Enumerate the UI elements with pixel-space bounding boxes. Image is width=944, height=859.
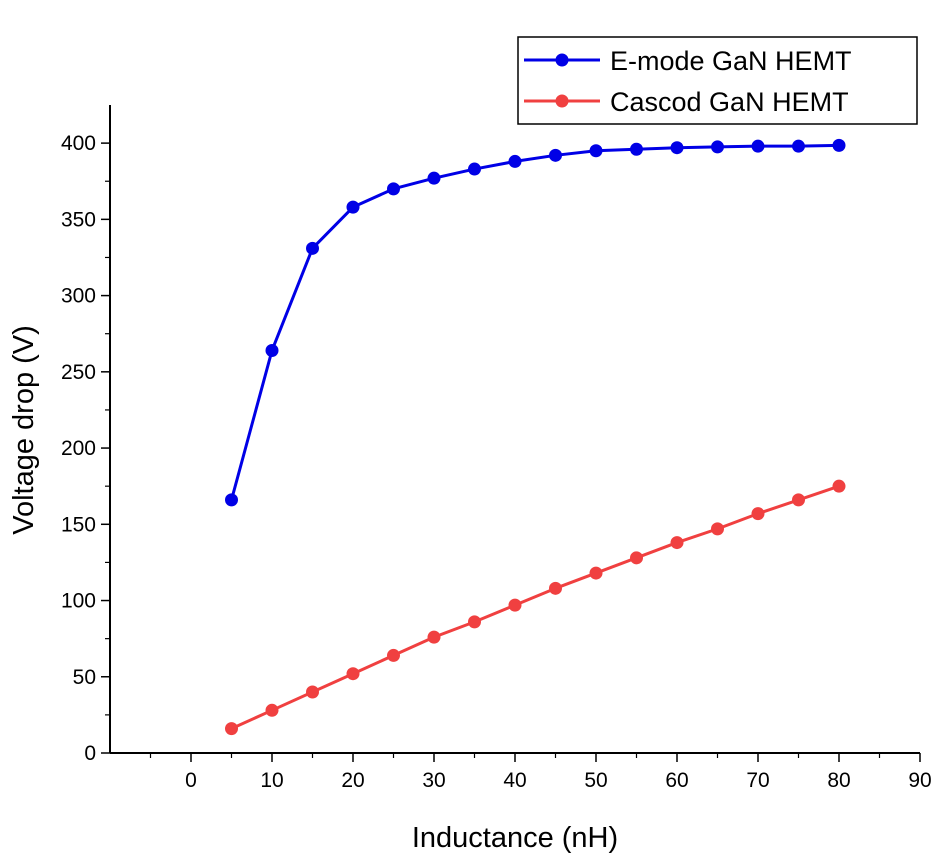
data-point bbox=[549, 149, 562, 162]
data-point bbox=[671, 141, 684, 154]
data-point bbox=[630, 143, 643, 156]
y-tick-label: 200 bbox=[61, 437, 96, 460]
data-point bbox=[387, 182, 400, 195]
y-tick-label: 50 bbox=[73, 666, 96, 689]
data-point bbox=[833, 480, 846, 493]
line-chart: 0 10 20 30 40 50 60 70 80 90 0 50 100 150 200 250 300 350… bbox=[0, 0, 944, 859]
x-tick-label: 40 bbox=[503, 769, 526, 792]
data-point bbox=[468, 615, 481, 628]
data-point bbox=[509, 155, 522, 168]
y-tick-label: 0 bbox=[84, 742, 96, 765]
data-point bbox=[428, 172, 441, 185]
y-tick-label: 150 bbox=[61, 513, 96, 536]
x-tick-label: 60 bbox=[665, 769, 688, 792]
data-point bbox=[549, 582, 562, 595]
data-point bbox=[590, 144, 603, 157]
legend-label-cascod: Cascod GaN HEMT bbox=[610, 87, 849, 117]
data-point bbox=[387, 649, 400, 662]
y-tick-label: 250 bbox=[61, 361, 96, 384]
data-point bbox=[833, 139, 846, 152]
series-layer bbox=[225, 139, 846, 735]
data-point bbox=[347, 201, 360, 214]
data-point bbox=[752, 140, 765, 153]
y-tick-label: 400 bbox=[61, 132, 96, 155]
data-point bbox=[752, 507, 765, 520]
legend-marker-cascod bbox=[556, 95, 569, 108]
legend-marker-e-mode bbox=[556, 54, 569, 67]
data-point bbox=[266, 344, 279, 357]
data-point bbox=[306, 686, 319, 699]
data-point bbox=[590, 567, 603, 580]
legend-label-e-mode: E-mode GaN HEMT bbox=[610, 46, 852, 76]
data-point bbox=[347, 667, 360, 680]
data-point bbox=[630, 551, 643, 564]
data-point bbox=[266, 704, 279, 717]
y-tick-label: 100 bbox=[61, 590, 96, 613]
data-point bbox=[428, 631, 441, 644]
series-line-0 bbox=[232, 145, 840, 499]
x-axis-title: Inductance (nH) bbox=[412, 822, 618, 854]
data-point bbox=[225, 722, 238, 735]
data-point bbox=[468, 163, 481, 176]
x-tick-label: 90 bbox=[908, 769, 931, 792]
y-tick-label: 300 bbox=[61, 285, 96, 308]
data-point bbox=[792, 140, 805, 153]
x-tick-label: 0 bbox=[185, 769, 197, 792]
data-point bbox=[306, 242, 319, 255]
data-point bbox=[711, 140, 724, 153]
data-point bbox=[509, 599, 522, 612]
x-tick-label: 30 bbox=[422, 769, 445, 792]
y-axis-title: Voltage drop (V) bbox=[8, 325, 40, 535]
data-point bbox=[671, 536, 684, 549]
x-tick-label: 80 bbox=[827, 769, 850, 792]
legend: E-mode GaN HEMT Cascod GaN HEMT bbox=[518, 37, 917, 124]
x-tick-label: 70 bbox=[746, 769, 769, 792]
x-tick-label: 20 bbox=[341, 769, 364, 792]
y-tick-label: 350 bbox=[61, 208, 96, 231]
x-tick-label: 10 bbox=[260, 769, 283, 792]
series-line-1 bbox=[232, 486, 840, 728]
data-point bbox=[711, 522, 724, 535]
x-tick-label: 50 bbox=[584, 769, 607, 792]
data-point bbox=[225, 493, 238, 506]
data-point bbox=[792, 493, 805, 506]
axes: 0 10 20 30 40 50 60 70 80 90 0 50 100 150 200 250 300 350… bbox=[61, 105, 932, 792]
